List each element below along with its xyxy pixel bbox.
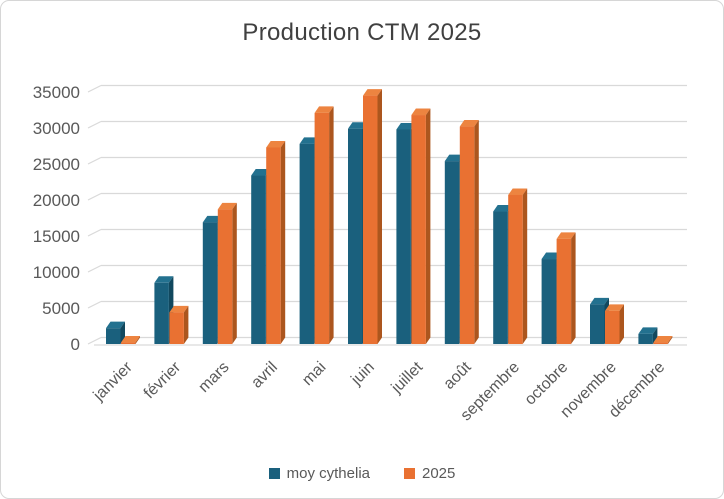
bar-top-2025-novembre [605, 304, 624, 311]
y-tick-label: 35000 [33, 83, 80, 102]
bar-2025-janvier [121, 342, 136, 344]
bar-moy-cythelia-octobre [541, 259, 557, 344]
bar-side-2025-septembre [522, 188, 528, 344]
bar-top-2025-janvier [121, 336, 140, 343]
chart-title: Production CTM 2025 [242, 19, 482, 46]
y-grid-connector [87, 264, 102, 273]
bar-top-moy-cythelia-avril [251, 169, 271, 176]
bar-moy-cythelia-janvier [106, 328, 121, 344]
x-month-label: mai [299, 359, 329, 389]
bar-side-2025-décembre [667, 336, 673, 344]
bar-2025-février [169, 312, 184, 344]
bar-top-moy-cythelia-juillet [396, 122, 416, 130]
x-month-label: février [141, 358, 185, 402]
y-tick-label: 0 [71, 335, 80, 354]
bar-top-moy-cythelia-janvier [106, 321, 125, 329]
legend-item-2025: 2025 [404, 465, 455, 482]
y-grid-connector [87, 228, 102, 237]
bar-moy-cythelia-février [154, 282, 169, 344]
x-month-label: octobre [522, 359, 572, 409]
bar-moy-cythelia-novembre [590, 304, 605, 344]
bar-top-2025-mars [217, 202, 237, 210]
bar-top-2025-septembre [508, 188, 528, 195]
legend-label-moy-cythelia: moy cythelia [286, 465, 370, 482]
bar-top-moy-cythelia-octobre [541, 252, 561, 260]
y-grid-connector [87, 336, 102, 345]
y-tick-label: 5000 [42, 299, 80, 318]
bar-side-2025-juin [377, 89, 382, 344]
bar-top-moy-cythelia-décembre [638, 327, 658, 334]
bar-side-2025-avril [280, 140, 286, 344]
y-tick-label: 10000 [33, 263, 80, 282]
bar-moy-cythelia-mai [299, 143, 315, 344]
bar-2025-août [459, 126, 475, 344]
x-month-label: mars [195, 359, 232, 396]
bar-side-2025-février [183, 305, 189, 344]
bar-moy-cythelia-mars [202, 222, 218, 344]
bar-2025-septembre [508, 194, 523, 344]
bar-top-moy-cythelia-juin [348, 122, 367, 129]
legend-swatch-2025 [404, 468, 415, 479]
bar-side-2025-novembre [619, 304, 624, 344]
bar-moy-cythelia-avril [251, 175, 266, 344]
bar-top-2025-décembre [653, 336, 673, 343]
legend-swatch-moy-cythelia [268, 468, 280, 479]
bar-2025-juin [363, 95, 378, 344]
y-tick-label: 30000 [33, 119, 80, 138]
bar-2025-avril [266, 147, 281, 344]
bar-2025-juillet [411, 115, 426, 344]
y-tick-label: 25000 [33, 155, 80, 174]
bar-top-2025-août [459, 120, 479, 127]
bar-top-2025-mai [314, 106, 334, 113]
bar-side-2025-juillet [425, 108, 431, 344]
bar-top-moy-cythelia-février [154, 276, 174, 283]
bar-moy-cythelia-septembre [493, 211, 508, 344]
bar-side-2025-octobre [571, 232, 576, 344]
bar-2025-octobre [556, 238, 572, 344]
bar-top-moy-cythelia-mai [299, 137, 319, 144]
legend-label-2025: 2025 [422, 465, 456, 482]
bar-side-2025-janvier [135, 336, 140, 344]
x-month-label: juillet [388, 358, 427, 397]
bar-top-moy-cythelia-novembre [590, 297, 609, 305]
bar-top-moy-cythelia-mars [202, 215, 222, 223]
bar-top-2025-juin [363, 89, 382, 96]
y-tick-label: 20000 [33, 191, 80, 210]
bar-2025-mai [314, 112, 330, 344]
bar-top-moy-cythelia-août [444, 154, 464, 162]
bar-2025-mars [217, 209, 233, 344]
y-grid-connector [87, 192, 102, 201]
bar-side-2025-mars [232, 202, 237, 344]
bar-top-2025-juillet [411, 108, 431, 116]
bar-top-2025-avril [266, 140, 286, 148]
bar-2025-novembre [605, 310, 620, 344]
bar-moy-cythelia-juillet [396, 129, 411, 344]
bar-top-2025-octobre [556, 232, 576, 239]
y-grid-connector [87, 84, 102, 93]
bar-top-moy-cythelia-septembre [493, 205, 513, 212]
bar-moy-cythelia-décembre [638, 333, 653, 344]
bar-moy-cythelia-août [444, 161, 460, 344]
y-grid-connector [87, 156, 102, 165]
bar-moy-cythelia-juin [348, 128, 363, 344]
legend: moy cythelia 2025 [1, 465, 723, 482]
legend-item-moy-cythelia: moy cythelia [268, 465, 370, 482]
bar-2025-décembre [653, 342, 668, 344]
bar-side-2025-août [474, 120, 479, 344]
bar-side-moy-cythelia-décembre [652, 327, 658, 344]
x-month-label: janvier [90, 358, 137, 405]
x-month-label: juin [347, 359, 377, 389]
x-month-label: avril [248, 359, 281, 392]
y-grid-connector [87, 120, 102, 129]
y-tick-label: 15000 [33, 227, 80, 246]
bar-top-2025-février [169, 305, 189, 313]
bar-side-2025-mai [329, 106, 334, 344]
y-grid-connector [87, 300, 102, 309]
x-month-label: août [441, 358, 475, 392]
